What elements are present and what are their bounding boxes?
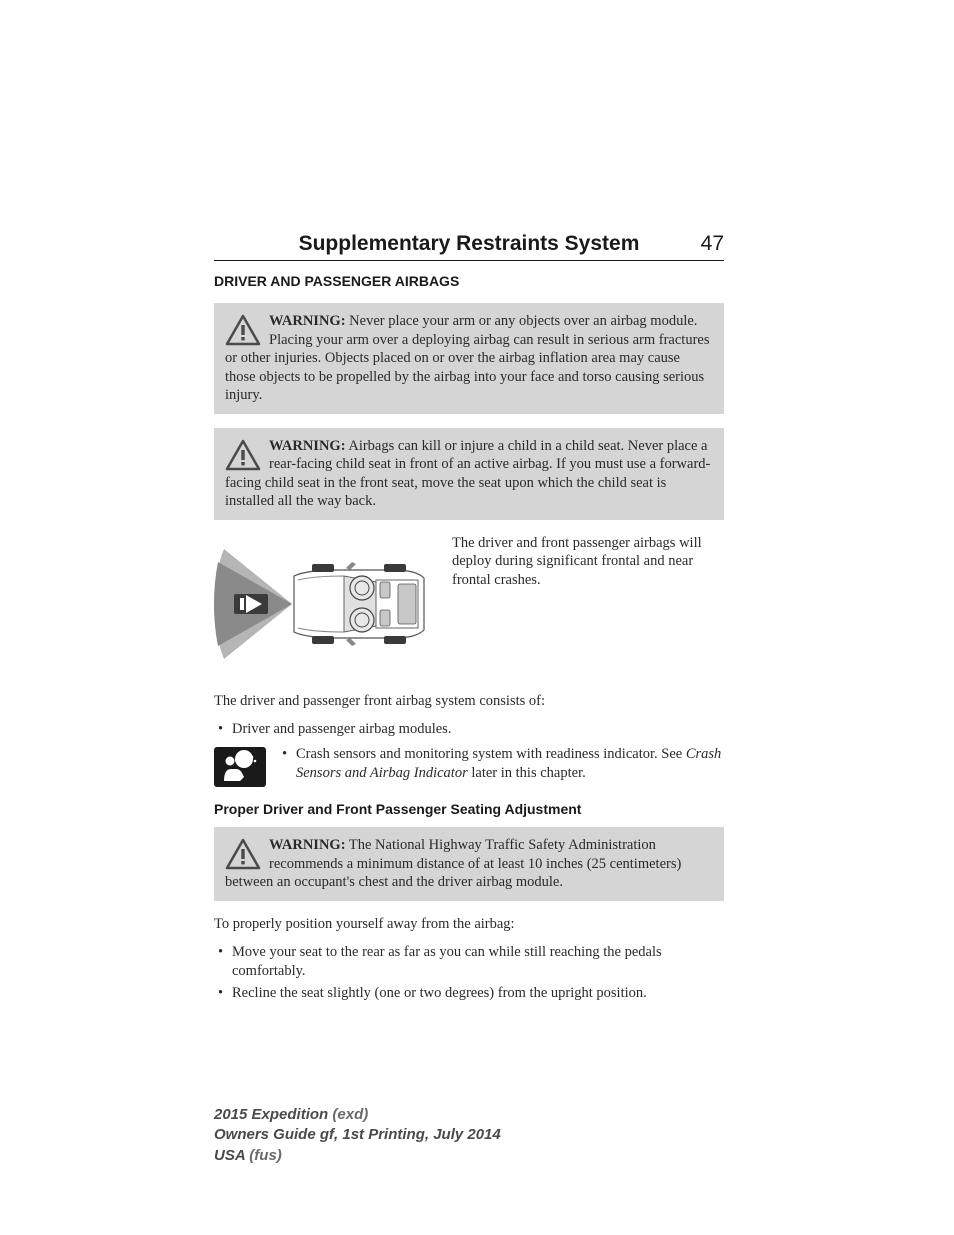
list-item: Driver and passenger airbag modules. xyxy=(214,720,724,739)
position-list: Move your seat to the rear as far as you… xyxy=(214,943,724,1003)
footer-line-1: 2015 Expedition (exd) xyxy=(214,1105,501,1125)
warning-label: WARNING: xyxy=(269,438,346,454)
system-intro: The driver and passenger front airbag sy… xyxy=(214,692,724,711)
bullet-pre: Crash sensors and monitoring system with… xyxy=(296,746,686,762)
warning-triangle-icon xyxy=(225,314,261,346)
icon-bullet-row: Crash sensors and monitoring system with… xyxy=(214,745,724,787)
crash-diagram-section: The driver and front passenger airbags w… xyxy=(214,534,724,674)
footer-model: 2015 Expedition xyxy=(214,1106,328,1123)
warning-triangle-icon xyxy=(225,838,261,870)
footer-code: (exd) xyxy=(328,1106,368,1123)
footer-line-3: USA (fus) xyxy=(214,1146,501,1166)
footer-line-2: Owners Guide gf, 1st Printing, July 2014 xyxy=(214,1125,501,1145)
section-heading: DRIVER AND PASSENGER AIRBAGS xyxy=(214,273,724,289)
header-title: Supplementary Restraints System xyxy=(299,232,640,256)
warning-label: WARNING: xyxy=(269,313,346,329)
airbag-person-icon xyxy=(214,747,266,787)
warning-box-2: WARNING: Airbags can kill or injure a ch… xyxy=(214,428,724,520)
frontal-crash-diagram xyxy=(214,534,434,674)
list-item: Move your seat to the rear as far as you… xyxy=(214,943,724,980)
warning-label: WARNING: xyxy=(269,837,346,853)
position-intro: To properly position yourself away from … xyxy=(214,915,724,934)
list-item: Crash sensors and monitoring system with… xyxy=(278,745,724,782)
system-list: Driver and passenger airbag modules. xyxy=(214,720,724,739)
bullet-post: later in this chapter. xyxy=(468,765,586,781)
page-footer: 2015 Expedition (exd) Owners Guide gf, 1… xyxy=(214,1105,501,1166)
page-content: Supplementary Restraints System 47 DRIVE… xyxy=(214,232,724,1009)
list-item: Recline the seat slightly (one or two de… xyxy=(214,984,724,1003)
page-header: Supplementary Restraints System 47 xyxy=(214,232,724,261)
page-number: 47 xyxy=(701,232,724,256)
warning-triangle-icon xyxy=(225,439,261,471)
subsection-heading: Proper Driver and Front Passenger Seatin… xyxy=(214,801,724,817)
footer-region: USA xyxy=(214,1147,245,1164)
warning-box-1: WARNING: Never place your arm or any obj… xyxy=(214,303,724,414)
warning-box-3: WARNING: The National Highway Traffic Sa… xyxy=(214,827,724,901)
footer-region-code: (fus) xyxy=(245,1147,282,1164)
